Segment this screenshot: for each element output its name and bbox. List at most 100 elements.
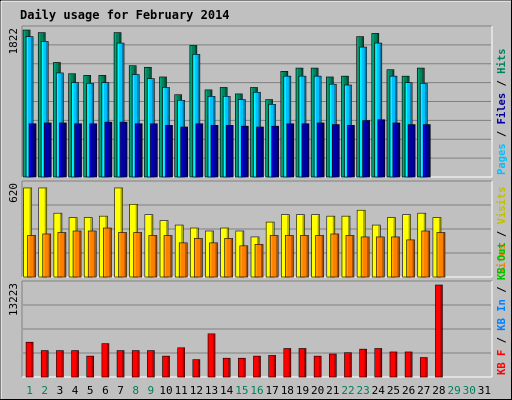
x-tick-label: 11 xyxy=(175,384,188,397)
bar-highlight xyxy=(163,356,165,377)
bar-highlight xyxy=(270,235,273,277)
bar-kb-f xyxy=(40,350,49,378)
bar-kb-f xyxy=(253,355,261,378)
legend-entry: / xyxy=(496,80,508,93)
bar-kb-f xyxy=(162,355,170,378)
bar-highlight xyxy=(225,238,227,277)
bar-face xyxy=(225,125,234,178)
bar-shadow xyxy=(61,351,63,377)
bar-shadow xyxy=(106,344,109,377)
bar-sites xyxy=(194,238,203,278)
bar-kb-f xyxy=(131,350,140,378)
bar-shadow xyxy=(428,125,430,177)
bar-highlight xyxy=(193,360,195,377)
bar-face xyxy=(269,235,279,278)
bar-highlight xyxy=(422,231,424,277)
bar-sites xyxy=(178,242,188,278)
x-tick-label: 20 xyxy=(311,384,324,397)
bar-highlight xyxy=(236,231,238,277)
x-tick-label: 30 xyxy=(463,384,476,397)
bar-sites xyxy=(87,230,97,278)
bar-face xyxy=(329,353,337,378)
bar-face xyxy=(40,350,49,378)
bar-highlight xyxy=(164,235,167,277)
bar-highlight xyxy=(420,358,423,377)
bar-highlight xyxy=(208,96,211,177)
bar-highlight xyxy=(179,243,182,277)
bar-highlight xyxy=(269,104,271,177)
bar-highlight xyxy=(240,246,242,277)
x-tick-label: 4 xyxy=(72,384,79,397)
y-axis-max-label: 1822 xyxy=(7,28,20,55)
bar-highlight xyxy=(342,216,344,277)
bar-face xyxy=(147,350,155,378)
x-tick-label: 5 xyxy=(87,384,94,397)
bar-highlight xyxy=(144,67,147,177)
bar-highlight xyxy=(129,66,132,177)
bar-sites xyxy=(224,238,233,278)
bar-kb-f xyxy=(25,341,34,378)
bar-face xyxy=(313,355,322,378)
bar-face xyxy=(391,236,400,278)
bar-highlight xyxy=(423,125,426,177)
bar-highlight xyxy=(390,76,392,177)
bar-highlight xyxy=(114,33,117,177)
panel-2: 620 xyxy=(7,180,493,278)
chart-title: Daily usage for February 2014 xyxy=(20,8,230,22)
bar-shadow xyxy=(170,125,173,177)
bar-shadow xyxy=(33,235,36,277)
bar-highlight xyxy=(390,352,392,377)
bar-highlight xyxy=(346,235,348,277)
bar-pages xyxy=(286,123,295,178)
bar-highlight xyxy=(223,96,226,177)
bar-shadow xyxy=(109,122,112,177)
bar-highlight xyxy=(194,238,197,277)
legend-entry: Visits xyxy=(496,186,508,230)
bar-face xyxy=(162,355,170,378)
bar-shadow xyxy=(288,348,291,377)
bar-pages xyxy=(377,119,386,178)
legend-top: Pages / Files / Hits xyxy=(496,49,508,175)
bar-highlight xyxy=(59,123,62,177)
x-tick-label: 27 xyxy=(417,384,430,397)
bar-highlight xyxy=(251,87,253,177)
bar-shadow xyxy=(412,240,415,277)
bar-face xyxy=(59,122,67,178)
bar-highlight xyxy=(296,68,298,177)
bar-highlight xyxy=(41,41,44,177)
bar-highlight xyxy=(281,71,283,177)
bar-shadow xyxy=(197,54,200,177)
y-axis-max-label: 620 xyxy=(7,183,20,203)
bar-highlight xyxy=(90,124,92,177)
bar-pages xyxy=(195,123,204,178)
bar-kb-f xyxy=(389,351,398,378)
bar-shadow xyxy=(197,360,200,377)
bar-face xyxy=(87,230,97,278)
bar-shadow xyxy=(49,123,51,177)
legend-entry: Hits xyxy=(496,49,508,81)
bar-pages xyxy=(74,123,82,178)
bar-shadow xyxy=(258,356,260,377)
bar-highlight xyxy=(147,79,150,177)
x-tick-label: 15 xyxy=(235,384,248,397)
bar-highlight xyxy=(437,232,439,277)
bar-face xyxy=(359,348,367,378)
bar-highlight xyxy=(69,74,71,177)
bar-highlight xyxy=(266,222,269,277)
bar-pages xyxy=(134,123,143,178)
x-tick-label: 19 xyxy=(296,384,309,397)
bar-shadow xyxy=(276,235,278,277)
bar-face xyxy=(347,125,355,178)
bar-face xyxy=(148,235,158,278)
bar-shadow xyxy=(122,351,124,377)
legend-entry: / xyxy=(496,131,508,144)
bar-kb-f xyxy=(238,357,246,378)
bar-face xyxy=(71,350,79,378)
bar-highlight xyxy=(53,62,56,177)
x-tick-label: 28 xyxy=(432,384,445,397)
bar-highlight xyxy=(69,218,72,277)
bar-highlight xyxy=(149,235,151,277)
bar-highlight xyxy=(435,285,438,377)
bar-face xyxy=(192,359,201,378)
bar-pages xyxy=(407,124,416,178)
